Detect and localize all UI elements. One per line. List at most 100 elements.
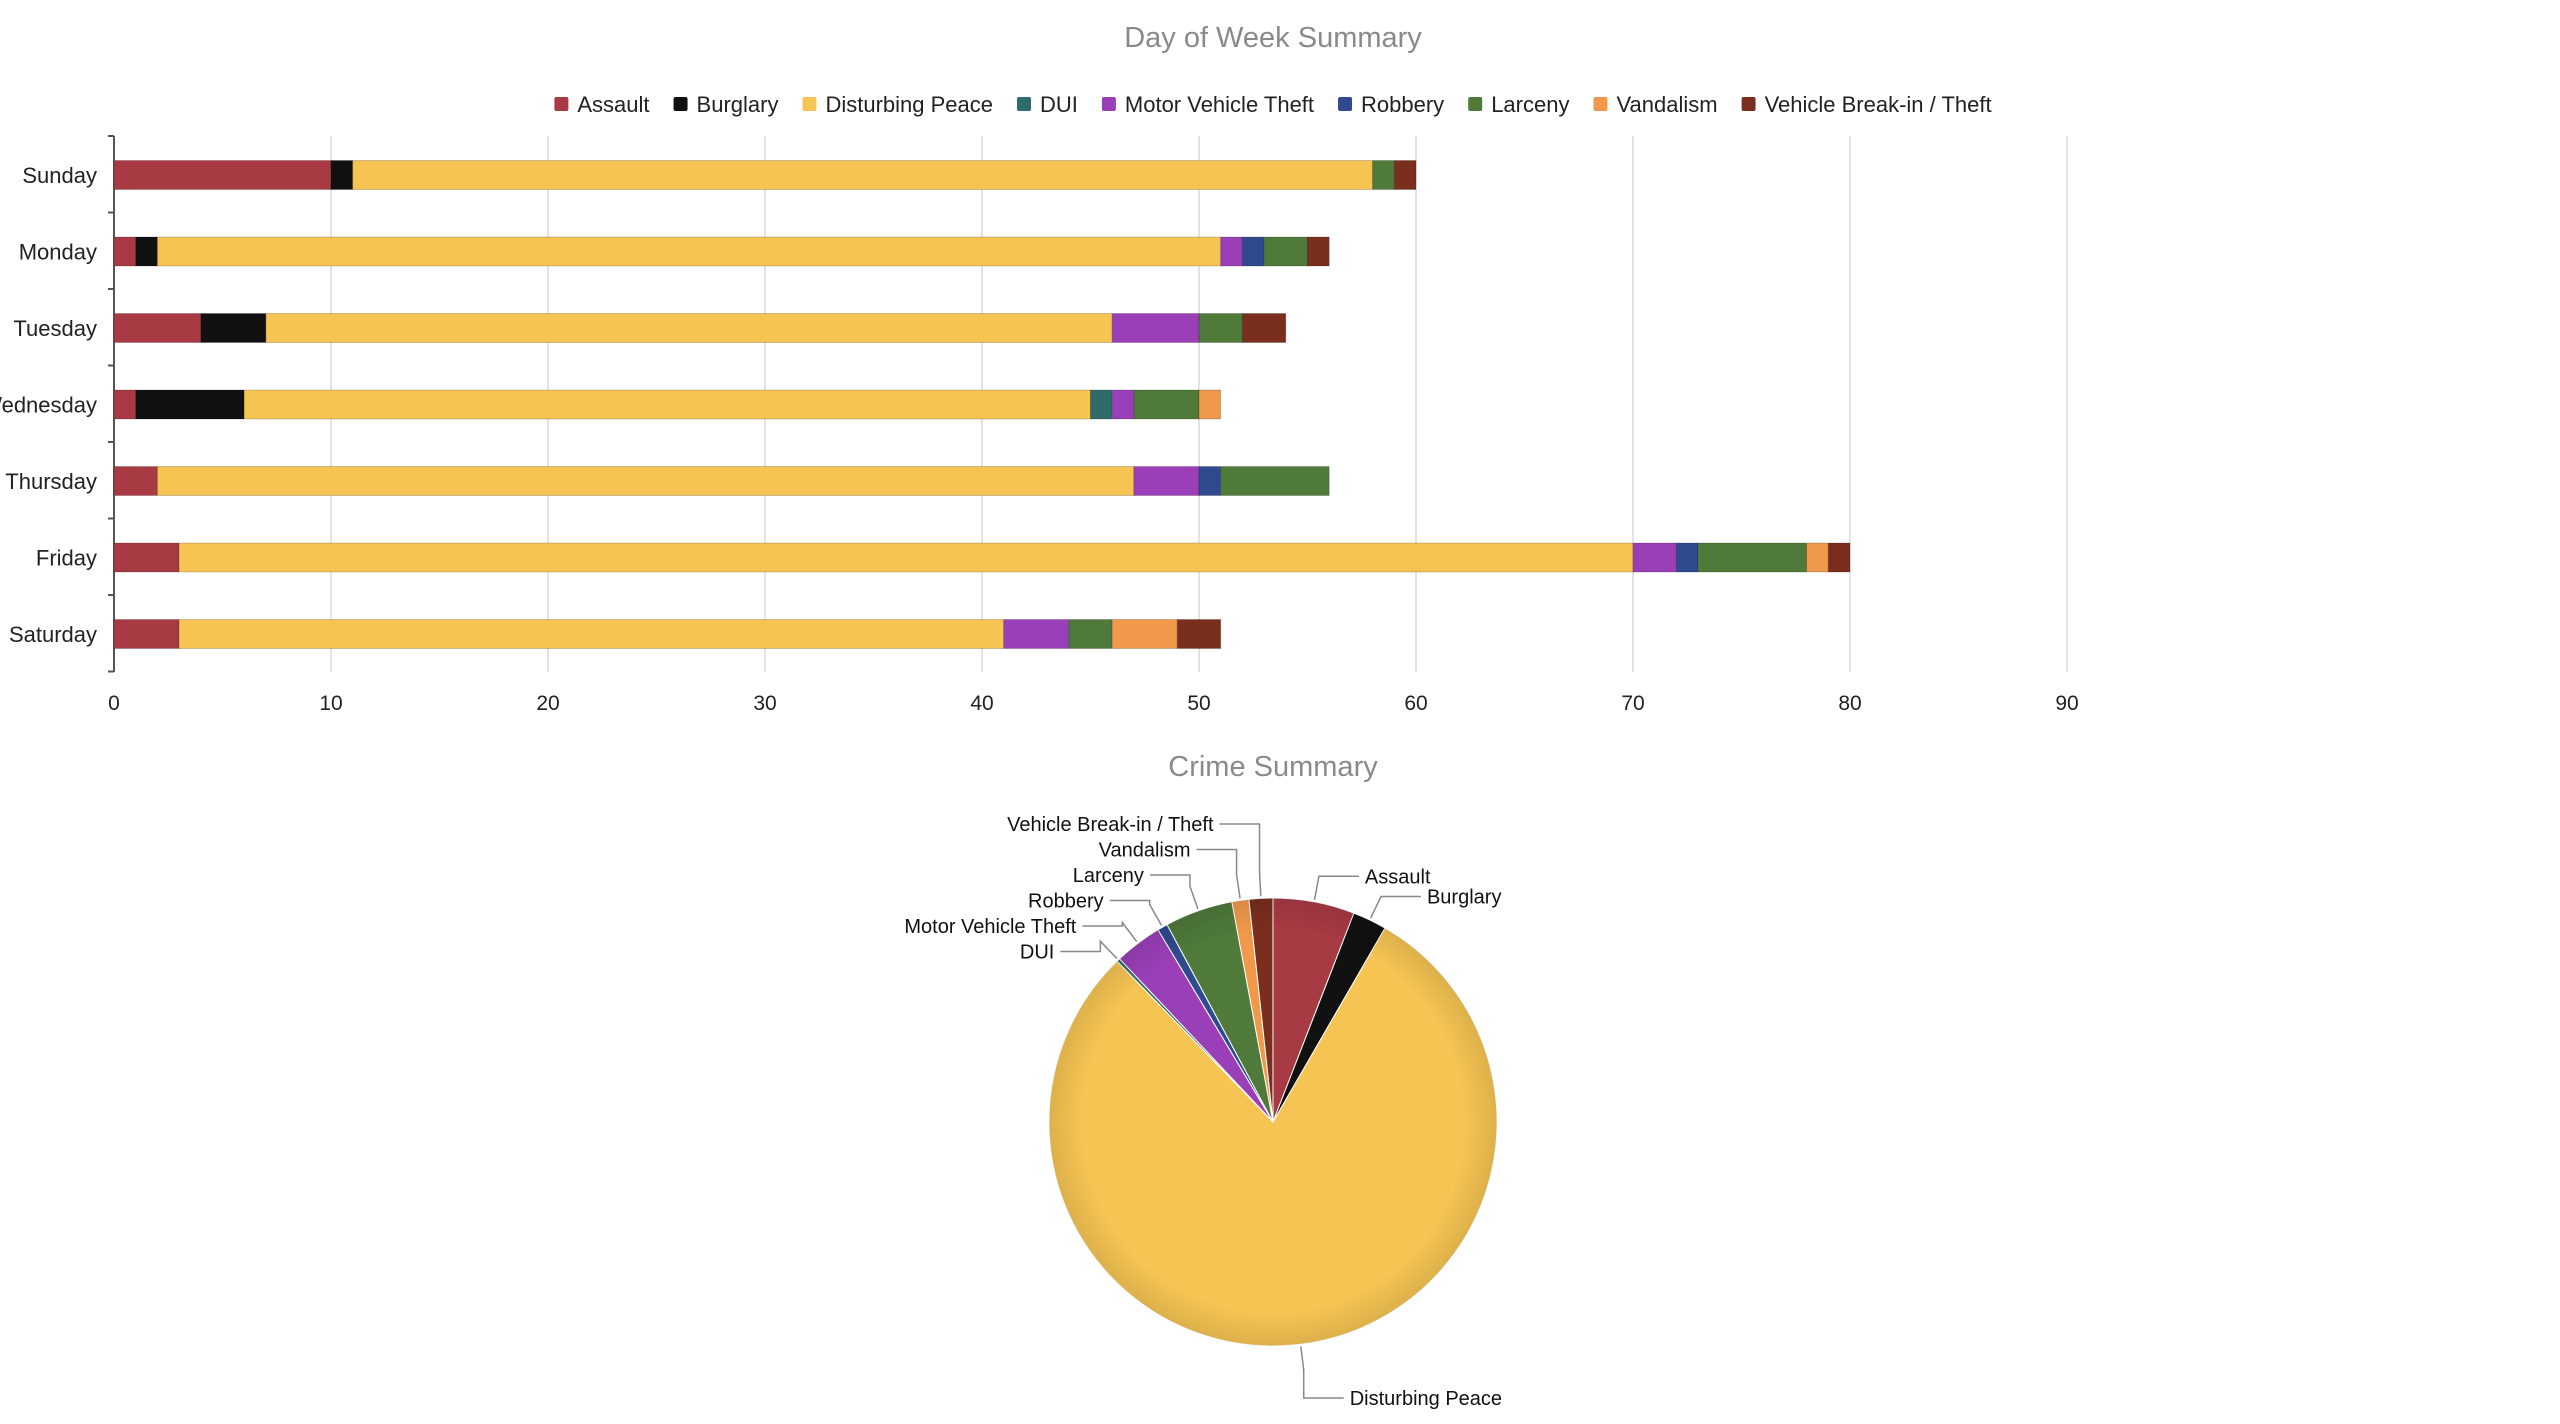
bar-wednesday-disturbing-peace[interactable] — [243, 389, 1091, 420]
bar-monday-larceny[interactable] — [1263, 236, 1308, 267]
legend-item-motor-vehicle-theft[interactable]: Motor Vehicle Theft — [1101, 92, 1314, 117]
bar-tuesday-assault[interactable] — [113, 313, 202, 343]
x-tick-label-80: 80 — [1838, 692, 1861, 715]
bar-chart-bars — [113, 160, 1851, 649]
pie-chart-title: Crime Summary — [1168, 751, 1378, 783]
bar-wednesday-larceny[interactable] — [1133, 389, 1200, 420]
x-tick-label-40: 40 — [970, 692, 993, 715]
bar-saturday-disturbing-peace[interactable] — [178, 619, 1005, 649]
bar-tuesday-disturbing-peace[interactable] — [265, 313, 1113, 343]
pie-label-robbery: Robbery — [1028, 891, 1104, 913]
pie-leader-assault — [1313, 875, 1359, 900]
bar-friday-vandalism[interactable] — [1806, 542, 1829, 573]
bar-sunday-larceny[interactable] — [1372, 160, 1395, 190]
bar-sunday-assault[interactable] — [113, 160, 332, 190]
bar-saturday-vehicle-break-in-theft[interactable] — [1176, 619, 1222, 649]
bar-sunday-disturbing-peace[interactable] — [352, 160, 1374, 190]
bar-friday-disturbing-peace[interactable] — [178, 542, 1634, 573]
category-label-tuesday: Tuesday — [13, 316, 97, 341]
pie-leader-robbery — [1109, 899, 1163, 926]
bar-monday-disturbing-peace[interactable] — [156, 236, 1222, 267]
legend-label-larceny: Larceny — [1491, 92, 1569, 117]
bar-sunday-vehicle-break-in-theft[interactable] — [1393, 160, 1417, 190]
bar-wednesday-assault[interactable] — [113, 389, 137, 420]
x-tick-label-20: 20 — [536, 692, 559, 715]
bar-monday-burglary[interactable] — [135, 236, 158, 267]
bar-wednesday-vandalism[interactable] — [1198, 389, 1222, 420]
legend-swatch-vehicle-break-in-theft — [1741, 97, 1756, 111]
pie-label-disturbing-peace: Disturbing Peace — [1350, 1388, 1502, 1410]
bar-wednesday-motor-vehicle-theft[interactable] — [1111, 389, 1135, 420]
category-label-sunday: Sunday — [22, 163, 97, 188]
bar-thursday-motor-vehicle-theft[interactable] — [1133, 466, 1200, 496]
legend-swatch-robbery — [1338, 97, 1353, 111]
legend-item-dui[interactable]: DUI — [1017, 92, 1078, 117]
bar-thursday-robbery[interactable] — [1198, 466, 1222, 496]
category-label-saturday: Saturday — [9, 622, 97, 647]
bar-tuesday-vehicle-break-in-theft[interactable] — [1241, 313, 1287, 343]
bar-friday-larceny[interactable] — [1697, 542, 1808, 573]
bar-tuesday-burglary[interactable] — [200, 313, 267, 343]
pie-label-vehicle-break-in-theft: Vehicle Break-in / Theft — [1007, 814, 1214, 836]
legend-label-motor-vehicle-theft: Motor Vehicle Theft — [1125, 92, 1314, 117]
pie-leader-larceny — [1149, 874, 1199, 910]
bar-monday-robbery[interactable] — [1241, 236, 1265, 267]
bar-wednesday-burglary[interactable] — [135, 389, 245, 420]
bar-chart-title: Day of Week Summary — [1124, 22, 1422, 54]
x-tick-label-30: 30 — [753, 692, 776, 715]
pie-leader-disturbing-peace — [1300, 1346, 1344, 1399]
category-label-monday: Monday — [19, 240, 97, 265]
bar-chart-axes — [108, 135, 115, 673]
bar-thursday-assault[interactable] — [113, 466, 158, 496]
legend-label-burglary: Burglary — [697, 92, 779, 117]
pie-label-burglary: Burglary — [1427, 887, 1501, 909]
bar-wednesday-dui[interactable] — [1090, 389, 1113, 420]
bar-friday-vehicle-break-in-theft[interactable] — [1827, 542, 1851, 573]
pie-leader-vandalism — [1196, 848, 1241, 899]
bar-sunday-burglary[interactable] — [330, 160, 354, 190]
x-tick-label-0: 0 — [108, 692, 120, 715]
legend-swatch-vandalism — [1593, 97, 1608, 111]
bar-tuesday-motor-vehicle-theft[interactable] — [1111, 313, 1200, 343]
bar-saturday-larceny[interactable] — [1068, 619, 1113, 649]
legend-swatch-dui — [1017, 97, 1032, 111]
legend-item-larceny[interactable]: Larceny — [1468, 92, 1569, 117]
bar-thursday-disturbing-peace[interactable] — [156, 466, 1135, 496]
legend-swatch-burglary — [673, 97, 688, 111]
legend-item-disturbing-peace[interactable]: Disturbing Peace — [802, 92, 993, 117]
bar-tuesday-larceny[interactable] — [1198, 313, 1243, 343]
bar-friday-motor-vehicle-theft[interactable] — [1632, 542, 1677, 573]
pie-label-larceny: Larceny — [1073, 865, 1144, 887]
legend-item-robbery[interactable]: Robbery — [1338, 92, 1444, 117]
legend-item-assault[interactable]: Assault — [554, 92, 650, 117]
bar-friday-robbery[interactable] — [1675, 542, 1699, 573]
bar-saturday-vandalism[interactable] — [1111, 619, 1178, 649]
legend-item-burglary[interactable]: Burglary — [673, 92, 779, 117]
bar-monday-assault[interactable] — [113, 236, 137, 267]
bar-friday-assault[interactable] — [113, 542, 180, 573]
x-tick-label-50: 50 — [1187, 692, 1210, 715]
legend-swatch-larceny — [1468, 97, 1483, 111]
bar-monday-motor-vehicle-theft[interactable] — [1220, 236, 1243, 267]
category-label-thursday: Thursday — [5, 469, 97, 494]
legend-label-disturbing-peace: Disturbing Peace — [825, 92, 993, 117]
legend-swatch-motor-vehicle-theft — [1101, 97, 1116, 111]
legend-item-vandalism[interactable]: Vandalism — [1593, 92, 1718, 117]
pie-leader-dui — [1060, 939, 1118, 960]
category-label-friday: Friday — [36, 546, 97, 571]
bar-thursday-larceny[interactable] — [1220, 466, 1330, 496]
legend-swatch-assault — [554, 97, 569, 111]
bar-saturday-assault[interactable] — [113, 619, 180, 649]
bar-monday-vehicle-break-in-theft[interactable] — [1307, 236, 1330, 267]
bar-saturday-motor-vehicle-theft[interactable] — [1003, 619, 1070, 649]
legend-label-assault: Assault — [577, 92, 649, 117]
legend-item-vehicle-break-in-theft[interactable]: Vehicle Break-in / Theft — [1741, 92, 1992, 117]
x-tick-label-60: 60 — [1404, 692, 1427, 715]
x-tick-label-90: 90 — [2055, 692, 2078, 715]
pie-label-vandalism: Vandalism — [1099, 840, 1191, 862]
x-tick-label-70: 70 — [1621, 692, 1644, 715]
pie-leader-motor-vehicle-theft — [1082, 920, 1138, 943]
